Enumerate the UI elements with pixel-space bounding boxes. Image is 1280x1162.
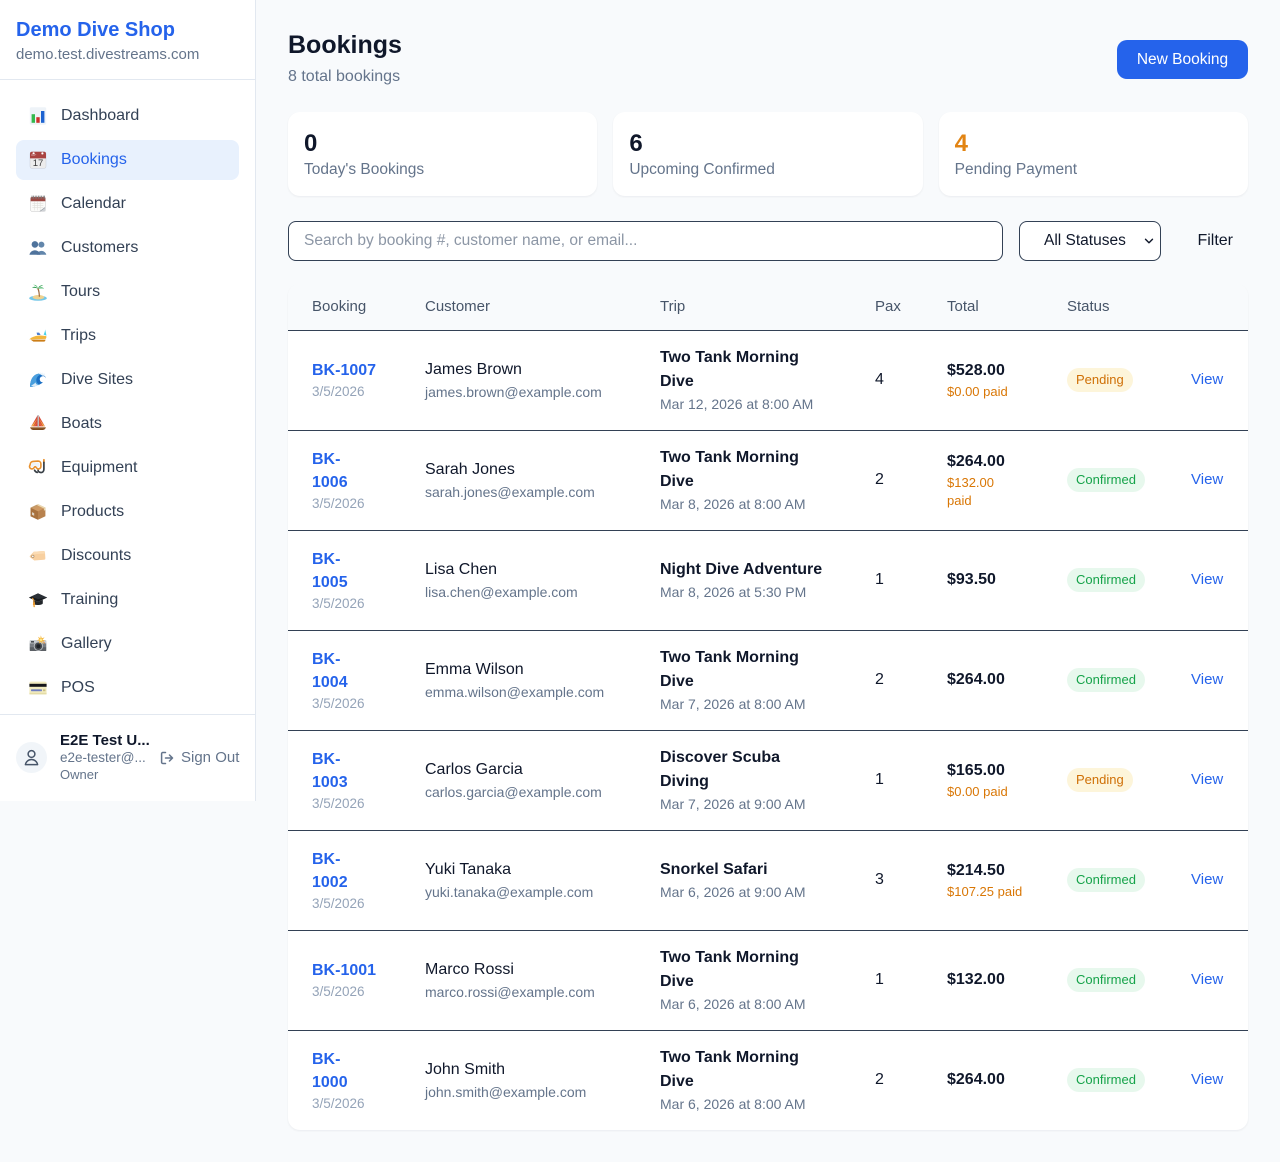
svg-text:17: 17: [33, 158, 44, 169]
